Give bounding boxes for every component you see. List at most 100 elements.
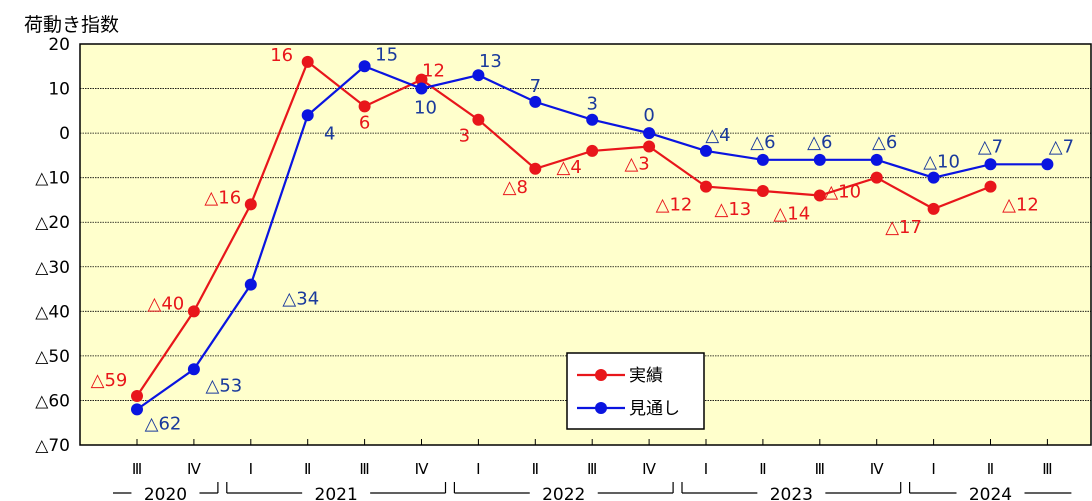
x-quarter-label: Ⅳ	[870, 460, 884, 478]
data-point-actual	[700, 180, 712, 193]
data-point-actual	[586, 144, 599, 157]
data-point-actual	[529, 162, 542, 175]
data-label-forecast: △53	[206, 375, 243, 396]
y-tick-label: △70	[35, 436, 70, 456]
data-point-forecast	[472, 69, 485, 82]
data-label-actual: △10	[824, 182, 861, 203]
data-point-actual	[358, 100, 371, 113]
data-point-forecast	[756, 153, 769, 166]
data-label-forecast: △4	[705, 125, 730, 146]
plot-frame	[79, 43, 1092, 446]
year-label: 2021	[315, 485, 358, 501]
data-label-actual: △59	[91, 370, 128, 391]
x-quarter-label: Ⅳ	[187, 460, 201, 478]
data-point-actual	[301, 55, 314, 68]
data-label-actual: △16	[204, 187, 241, 208]
data-label-actual: 6	[359, 112, 370, 133]
y-tick-label: △30	[35, 258, 70, 278]
data-point-forecast	[1041, 158, 1054, 171]
y-tick-label: △60	[35, 391, 70, 411]
data-label-actual: △40	[148, 293, 185, 314]
data-label-actual: △4	[557, 157, 582, 178]
data-label-actual: 3	[459, 126, 470, 147]
data-point-forecast	[984, 158, 997, 171]
data-point-forecast	[813, 153, 826, 166]
data-label-forecast: 4	[324, 123, 335, 144]
data-label-forecast: △10	[923, 152, 960, 173]
x-quarter-label: Ⅲ	[132, 460, 142, 478]
legend-label: 実績	[629, 366, 663, 386]
year-label: 2024	[969, 485, 1012, 501]
data-point-actual	[131, 389, 143, 402]
data-point-forecast	[700, 144, 712, 157]
data-point-actual	[927, 202, 940, 215]
data-point-actual	[870, 171, 883, 184]
data-label-actual: △12	[1002, 195, 1039, 216]
x-quarter-label: Ⅳ	[642, 460, 656, 478]
y-tick-label: △40	[35, 302, 70, 322]
data-label-forecast: 10	[414, 98, 437, 119]
x-quarter-label: Ⅲ	[359, 460, 369, 478]
x-quarter-label: Ⅲ	[815, 460, 825, 478]
data-label-forecast: 0	[643, 105, 654, 126]
data-point-actual	[643, 140, 656, 153]
data-label-forecast: △62	[145, 413, 182, 434]
x-quarter-label: Ⅰ	[704, 460, 708, 478]
data-point-actual	[472, 113, 485, 126]
data-label-forecast: △6	[872, 132, 897, 153]
data-label-actual: 12	[422, 61, 445, 82]
x-quarter-label: Ⅲ	[1042, 460, 1052, 478]
legend-label: 見通し	[629, 399, 680, 419]
data-label-actual: △8	[503, 177, 528, 198]
data-label-forecast: △6	[807, 132, 832, 153]
legend-marker	[595, 402, 607, 414]
data-point-forecast	[244, 278, 257, 291]
data-point-forecast	[358, 60, 371, 73]
data-point-forecast	[415, 82, 428, 95]
legend-marker	[595, 369, 607, 381]
data-point-actual	[415, 73, 428, 86]
data-label-forecast: 7	[530, 76, 541, 97]
data-label-forecast: △7	[978, 136, 1003, 157]
y-tick-label: △20	[35, 213, 70, 233]
x-quarter-label: Ⅰ	[249, 460, 253, 478]
data-point-forecast	[529, 95, 542, 108]
year-label: 2020	[144, 485, 187, 501]
data-point-actual	[984, 180, 997, 193]
data-label-actual: △17	[885, 217, 922, 238]
data-point-forecast	[301, 109, 314, 122]
x-quarter-label: Ⅱ	[759, 460, 766, 478]
x-quarter-label: Ⅲ	[587, 460, 597, 478]
data-point-forecast	[870, 153, 883, 166]
x-quarter-label: Ⅰ	[931, 460, 935, 478]
data-label-actual: △14	[773, 203, 810, 224]
x-quarter-label: Ⅰ	[476, 460, 480, 478]
x-quarter-label: Ⅱ	[304, 460, 311, 478]
data-label-forecast: △6	[750, 132, 775, 153]
data-label-forecast: 13	[479, 51, 502, 72]
data-point-actual	[187, 305, 200, 318]
data-label-actual: △13	[715, 199, 752, 220]
data-label-actual: 16	[270, 45, 293, 66]
y-tick-label: 20	[48, 35, 70, 55]
data-label-forecast: 15	[375, 44, 398, 65]
y-tick-label: △50	[35, 347, 70, 367]
data-point-forecast	[643, 127, 656, 140]
y-tick-label: △10	[35, 169, 70, 189]
x-quarter-label: Ⅳ	[415, 460, 429, 478]
data-label-forecast: △7	[1049, 136, 1074, 157]
series-line-actual	[136, 60, 991, 397]
data-label-actual: △3	[624, 153, 649, 174]
y-tick-label: 0	[59, 124, 70, 144]
data-point-forecast	[586, 113, 599, 126]
y-tick-label: 10	[48, 80, 70, 100]
year-label: 2022	[542, 485, 585, 501]
data-point-forecast	[927, 171, 940, 184]
data-label-forecast: △34	[282, 289, 319, 310]
data-point-forecast	[131, 403, 143, 416]
legend-box	[566, 352, 705, 430]
chart-title: 荷動き指数	[24, 14, 120, 36]
data-point-actual	[813, 189, 826, 202]
data-point-actual	[244, 198, 257, 211]
